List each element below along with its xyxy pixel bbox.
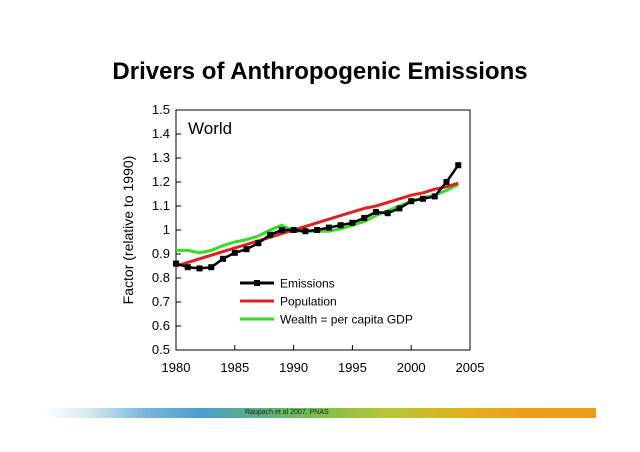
y-tick-label: 0.7 [152, 294, 170, 309]
legend-label-emissions: Emissions [280, 277, 335, 291]
data-point-emissions [302, 228, 309, 235]
data-point-emissions [208, 264, 215, 271]
y-tick-label: 0.8 [152, 270, 170, 285]
x-tick-label: 1985 [220, 360, 249, 375]
series-layer [173, 162, 462, 272]
data-point-emissions [384, 210, 391, 217]
data-point-emissions [337, 222, 344, 229]
panel-label: World [188, 119, 232, 138]
x-tick-label: 2005 [456, 360, 485, 375]
data-point-emissions [419, 195, 426, 202]
data-point-emissions [455, 162, 462, 169]
x-axis: 1980 1985 1990 1995 2000 2005 [162, 345, 485, 375]
legend-label-population: Population [280, 295, 337, 309]
footer-color-bar [44, 408, 596, 418]
data-point-emissions [184, 264, 191, 271]
y-tick-label: 1 [163, 222, 170, 237]
y-tick-label: 0.9 [152, 246, 170, 261]
data-point-emissions [431, 193, 438, 200]
y-tick-label: 0.5 [152, 342, 170, 357]
data-point-emissions [267, 231, 274, 238]
data-point-emissions [396, 205, 403, 212]
source-credit: Raupach et al 2007, PNAS [245, 409, 329, 416]
data-point-emissions [255, 240, 262, 247]
slide-title: Drivers of Anthropogenic Emissions [112, 58, 528, 85]
data-point-emissions [408, 198, 415, 205]
x-tick-label: 2000 [397, 360, 426, 375]
y-tick-label: 1.3 [152, 150, 170, 165]
data-point-emissions [349, 219, 356, 226]
y-tick-label: 1.1 [152, 198, 170, 213]
y-tick-label: 0.6 [152, 318, 170, 333]
data-point-emissions [173, 260, 179, 267]
y-tick-label: 1.5 [152, 102, 170, 117]
series-line-population [175, 181, 459, 268]
x-tick-label: 1995 [338, 360, 367, 375]
data-point-emissions [278, 227, 285, 233]
x-tick-label: 1980 [162, 360, 191, 375]
legend: Emissions Population Wealth = per capita G… [240, 277, 413, 327]
x-tick-label: 1990 [279, 360, 308, 375]
data-point-emissions [220, 255, 227, 262]
legend-label-wealth-per-capita-gdp: Wealth = per capita GDP [280, 313, 413, 327]
y-axis: 0.5 0.6 0.7 0.8 0.9 1 1.1 1.2 1.3 1.4 1.5 [152, 102, 181, 357]
data-point-emissions [361, 215, 368, 221]
data-point-emissions [372, 209, 379, 215]
legend-marker [254, 280, 260, 286]
data-point-emissions [325, 224, 332, 231]
data-point-emissions [196, 265, 203, 272]
y-tick-label: 1.2 [152, 174, 170, 189]
y-tick-label: 1.4 [152, 126, 170, 141]
data-point-emissions [243, 246, 250, 253]
data-point-emissions [290, 227, 297, 233]
data-point-emissions [231, 249, 238, 256]
data-point-emissions [314, 227, 321, 233]
data-point-emissions [443, 179, 450, 185]
